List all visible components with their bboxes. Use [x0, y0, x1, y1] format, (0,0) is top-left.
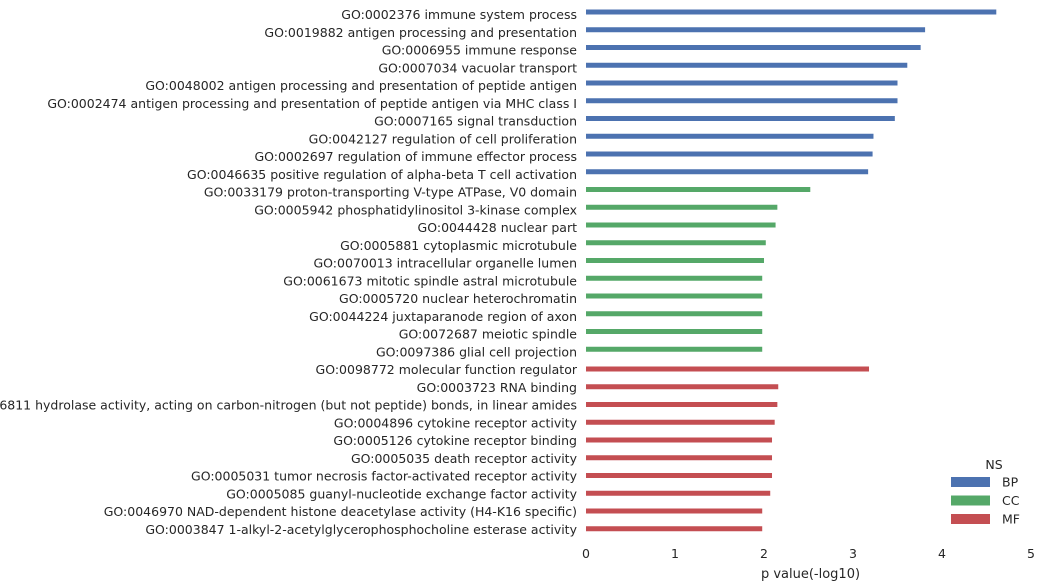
bar — [586, 329, 763, 334]
legend-swatch — [951, 514, 990, 524]
bar — [586, 384, 779, 390]
bar — [586, 366, 870, 372]
bar — [586, 240, 766, 246]
bar — [586, 275, 763, 281]
legend-swatch — [951, 477, 990, 487]
category-label: GO:0044428 nuclear part — [418, 220, 578, 235]
category-label: GO:0002474 antigen processing and presen… — [47, 96, 577, 111]
category-label: GO:0005942 phosphatidylinositol 3-kinase… — [254, 202, 577, 217]
bar — [586, 169, 869, 175]
category-label: GO:0005035 death receptor activity — [351, 451, 578, 466]
x-tick-label: 2 — [760, 546, 768, 561]
category-label: GO:0006955 immune response — [382, 43, 578, 58]
bar — [586, 222, 776, 228]
x-tick-label: 3 — [849, 546, 857, 561]
category-label: GO:0044224 juxtaparanode region of axon — [309, 309, 577, 324]
legend-title: NS — [985, 457, 1002, 472]
legend-label: MF — [1002, 512, 1020, 527]
x-tick-label: 1 — [671, 546, 679, 561]
category-label: GO:0005031 tumor necrosis factor-activat… — [191, 469, 578, 484]
category-label: GO:0004896 cytokine receptor activity — [334, 415, 578, 430]
x-tick-label: 5 — [1027, 546, 1035, 561]
bar — [586, 258, 764, 263]
category-label: GO:0097386 glial cell projection — [376, 344, 577, 359]
bar — [586, 151, 873, 157]
bar — [586, 526, 763, 532]
bar — [586, 45, 921, 50]
category-label: GO:0016811 hydrolase activity, acting on… — [0, 398, 577, 413]
bar — [586, 473, 773, 478]
legend-items: BP CC MF — [951, 475, 1020, 527]
x-axis-title: p value(-log10) — [761, 567, 860, 582]
bar — [586, 346, 763, 352]
bar — [586, 455, 773, 461]
category-label: GO:0048002 antigen processing and presen… — [145, 78, 577, 93]
bar — [586, 62, 908, 68]
bar — [586, 437, 773, 443]
category-labels: GO:0002376 immune system process GO:00198… — [0, 7, 578, 537]
category-label: GO:0003847 1-alkyl-2-acetylglycerophosph… — [145, 522, 577, 537]
bar — [586, 187, 811, 192]
bar — [586, 490, 771, 496]
category-label: GO:0005085 guanyl-nucleotide exchange fa… — [226, 486, 577, 501]
category-label: GO:0007034 vacuolar transport — [378, 60, 577, 75]
bar — [586, 27, 926, 33]
category-label: GO:0002376 immune system process — [341, 7, 577, 22]
x-axis-ticks: 0 1 2 3 4 5 — [582, 546, 1035, 561]
bar — [586, 116, 895, 121]
category-label: GO:0019882 antigen processing and presen… — [264, 25, 577, 40]
category-label: GO:0005881 cytoplasmic microtubule — [340, 238, 577, 253]
category-label: GO:0033179 proton-transporting V-type AT… — [204, 185, 577, 200]
category-label: GO:0002697 regulation of immune effector… — [254, 149, 577, 164]
bar — [586, 204, 778, 210]
x-tick-label: 0 — [582, 546, 590, 561]
category-label: GO:0042127 regulation of cell proliferat… — [309, 131, 577, 146]
legend: NS BP CC MF — [951, 457, 1020, 527]
bar — [586, 508, 763, 514]
bar — [586, 402, 778, 407]
bar — [586, 293, 763, 299]
bars — [586, 9, 997, 532]
bar — [586, 311, 763, 317]
category-label: GO:0061673 mitotic spindle astral microt… — [283, 273, 577, 288]
bar — [586, 98, 898, 104]
category-label: GO:0046970 NAD-dependent histone deacety… — [104, 504, 577, 519]
x-tick-label: 4 — [938, 546, 946, 561]
category-label: GO:0003723 RNA binding — [417, 380, 577, 395]
category-label: GO:0070013 intracellular organelle lumen — [313, 256, 577, 271]
bar — [586, 133, 874, 139]
category-label: GO:0007165 signal transduction — [374, 114, 577, 129]
category-label: GO:0098772 molecular function regulator — [316, 362, 578, 377]
legend-swatch — [951, 495, 990, 506]
bar — [586, 419, 775, 425]
category-label: GO:0072687 meiotic spindle — [399, 327, 578, 342]
legend-label: BP — [1002, 475, 1019, 490]
legend-label: CC — [1002, 493, 1020, 508]
category-label: GO:0005126 cytokine receptor binding — [333, 433, 577, 448]
category-label: GO:0005720 nuclear heterochromatin — [339, 291, 577, 306]
category-label: GO:0046635 positive regulation of alpha-… — [187, 167, 577, 182]
bar — [586, 9, 997, 15]
bar — [586, 80, 898, 86]
